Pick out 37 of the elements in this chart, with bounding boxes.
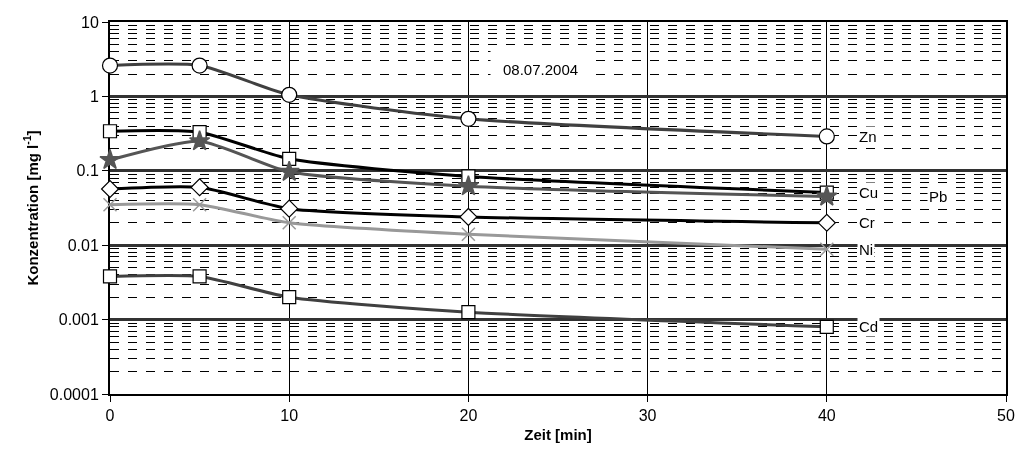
x-tick-label: 0 bbox=[105, 407, 115, 425]
x-axis-title: Zeit [min] bbox=[524, 425, 592, 443]
point bbox=[817, 213, 836, 232]
y-tick-label: 0.001 bbox=[58, 311, 99, 329]
x-tick-label: 10 bbox=[280, 407, 299, 425]
y-tick-label: 10 bbox=[81, 13, 99, 31]
point bbox=[278, 160, 300, 182]
point bbox=[457, 175, 480, 196]
point bbox=[819, 242, 835, 257]
series-label: Cu bbox=[859, 184, 879, 201]
x-tick-label: 20 bbox=[459, 407, 478, 425]
x-tick-label: 30 bbox=[638, 407, 657, 425]
point bbox=[281, 215, 297, 231]
series-label: Ni bbox=[859, 241, 874, 258]
point bbox=[282, 151, 297, 166]
point bbox=[188, 129, 211, 151]
point bbox=[102, 124, 118, 139]
point bbox=[459, 207, 478, 226]
series-label: Cr bbox=[859, 214, 875, 231]
point bbox=[816, 185, 838, 206]
point bbox=[192, 197, 207, 212]
point bbox=[280, 199, 299, 218]
point bbox=[99, 148, 121, 170]
text: Pb bbox=[929, 188, 948, 205]
y-tick-label: 0.1 bbox=[76, 162, 99, 180]
point bbox=[190, 178, 209, 197]
y-tick-label: 1 bbox=[89, 88, 99, 105]
point bbox=[461, 227, 476, 242]
point bbox=[100, 179, 120, 199]
x-tick-label: 40 bbox=[817, 407, 836, 425]
series-label: Zn bbox=[859, 128, 877, 145]
x-tick-label: 50 bbox=[997, 407, 1015, 425]
y-tick-label: 0.01 bbox=[67, 236, 99, 254]
y-tick-label: 0.0001 bbox=[49, 385, 99, 403]
point bbox=[102, 197, 118, 212]
series-label: Cd bbox=[859, 318, 879, 335]
annotation: 08.07.2004 bbox=[503, 61, 579, 78]
